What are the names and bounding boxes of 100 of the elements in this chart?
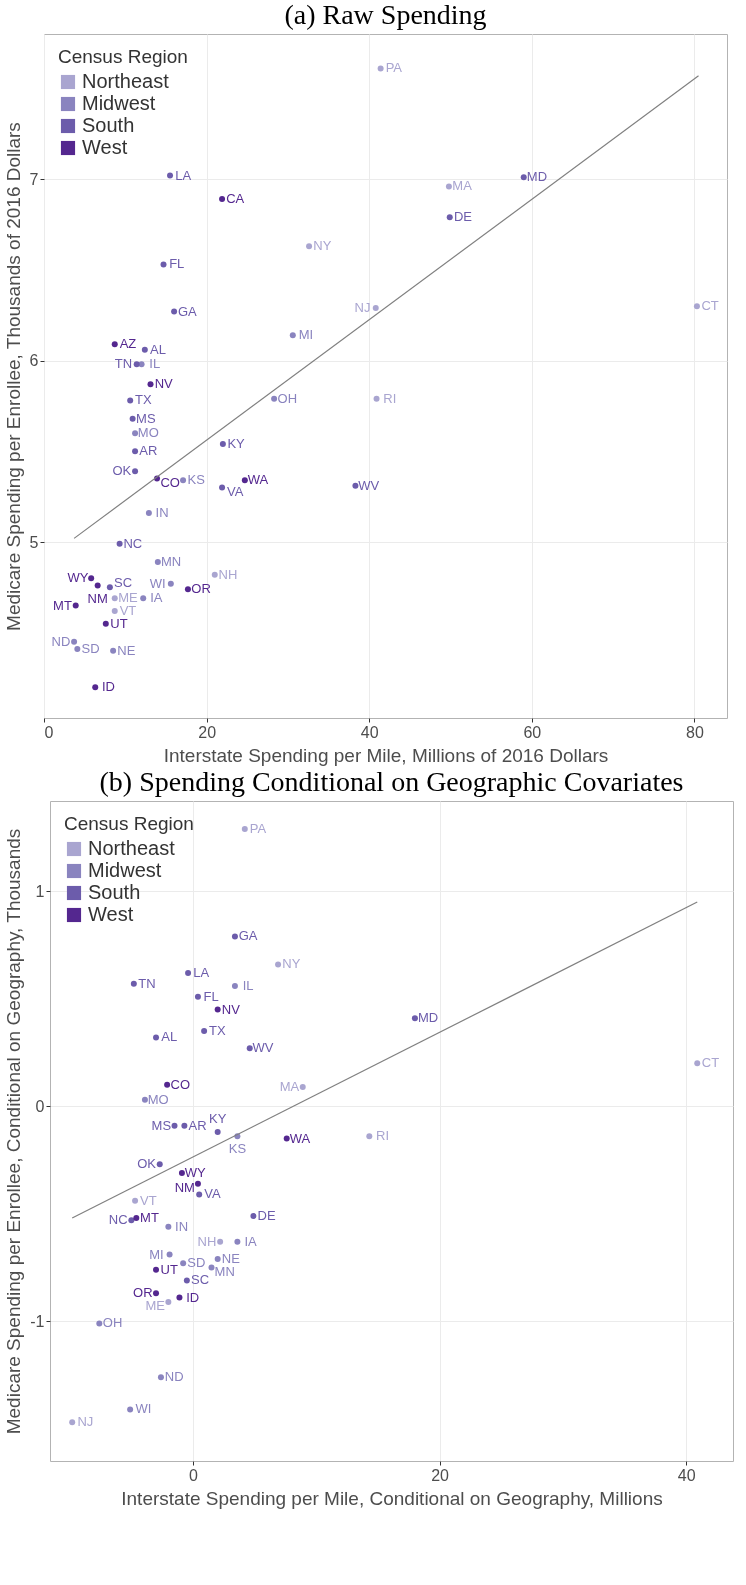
- point: [133, 361, 140, 368]
- data-label: MS: [136, 410, 156, 426]
- data-label: FL: [203, 988, 219, 1004]
- data-label: ND: [51, 633, 71, 649]
- point: [219, 196, 226, 203]
- point: [231, 982, 238, 989]
- point: [693, 303, 700, 310]
- data-label: MS: [151, 1117, 172, 1133]
- point: [289, 332, 296, 339]
- point: [283, 1135, 290, 1142]
- point: [211, 571, 218, 578]
- point: [145, 509, 152, 516]
- data-label: VA: [204, 1186, 221, 1202]
- chart-title: (a) Raw Spending: [284, 0, 487, 30]
- data-label: SC: [114, 575, 133, 591]
- point: [92, 684, 99, 691]
- data-label: NC: [123, 535, 143, 551]
- point: [140, 595, 147, 602]
- data-label: LA: [193, 964, 210, 980]
- legend-title: Census Region: [58, 46, 188, 67]
- y-axis-title: Medicare Spending per Enrollee, Conditional on Geography, Thousands: [3, 828, 25, 1435]
- point: [214, 1006, 221, 1013]
- point: [132, 468, 139, 475]
- point: [377, 65, 384, 72]
- point: [214, 1129, 221, 1136]
- point: [129, 415, 136, 422]
- point: [176, 1294, 183, 1301]
- data-label: WI: [149, 575, 166, 591]
- data-label: NC: [108, 1212, 128, 1228]
- y-axis-title: Medicare Spending per Enrollee, Thousands of 2016 Dollars: [2, 122, 24, 631]
- point: [178, 1169, 185, 1176]
- data-label: TN: [138, 975, 156, 991]
- data-label: ID: [186, 1289, 200, 1305]
- data-label: AR: [139, 443, 158, 459]
- x-tick-label: 80: [686, 723, 704, 741]
- point: [181, 1122, 188, 1129]
- data-label: NV: [154, 376, 174, 392]
- point: [411, 1015, 418, 1022]
- point: [694, 1060, 701, 1067]
- data-label: NV: [221, 1001, 241, 1017]
- data-label: ID: [101, 679, 115, 695]
- data-label: MO: [137, 425, 159, 441]
- legend-label: Northeast: [88, 837, 176, 859]
- point: [271, 395, 278, 402]
- x-tick-label: 60: [523, 723, 542, 741]
- data-label: SD: [81, 641, 100, 657]
- point: [111, 341, 118, 348]
- point: [171, 1122, 178, 1129]
- legend-label: West: [82, 136, 128, 158]
- point: [160, 261, 167, 268]
- data-label: TN: [114, 356, 133, 372]
- data-label: GA: [177, 303, 198, 319]
- y-tick-label: 1: [35, 882, 45, 900]
- data-label: MD: [526, 169, 548, 185]
- y-tick-label: 7: [29, 170, 39, 188]
- data-label: IL: [242, 977, 254, 993]
- x-axis-title: Interstate Spending per Mile, Conditional on Geography, Millions: [121, 1487, 663, 1509]
- point: [153, 1034, 160, 1041]
- data-label: AR: [188, 1117, 207, 1133]
- point: [102, 620, 109, 627]
- point: [194, 993, 201, 1000]
- x-tick-label: 20: [431, 1466, 450, 1484]
- data-label: FL: [169, 256, 185, 272]
- point: [133, 1215, 140, 1222]
- data-label: KS: [187, 472, 206, 488]
- point: [231, 933, 238, 940]
- data-label: LA: [175, 167, 192, 183]
- point: [127, 1406, 134, 1413]
- point: [241, 477, 248, 484]
- data-label: NE: [221, 1250, 241, 1266]
- x-tick-label: 40: [677, 1466, 696, 1484]
- data-label: WA: [247, 472, 269, 488]
- data-label: OK: [137, 1156, 157, 1172]
- legend-label: Midwest: [82, 92, 156, 114]
- point: [166, 1251, 173, 1258]
- data-label: MA: [279, 1078, 300, 1094]
- point: [96, 1320, 103, 1327]
- point: [111, 607, 118, 614]
- data-label: IA: [244, 1233, 258, 1249]
- data-label: WV: [252, 1040, 274, 1056]
- point: [147, 381, 154, 388]
- data-label: UT: [110, 615, 128, 631]
- point: [446, 214, 453, 221]
- point: [153, 1266, 160, 1273]
- point: [132, 1197, 139, 1204]
- point: [180, 477, 187, 484]
- point: [234, 1238, 241, 1245]
- y-tick-label: 6: [29, 352, 39, 370]
- legend-label: South: [82, 114, 135, 136]
- data-label: CT: [701, 298, 719, 314]
- point: [88, 575, 95, 582]
- data-label: NM: [87, 590, 108, 606]
- data-label: MT: [140, 1210, 159, 1226]
- data-label: TX: [135, 392, 153, 408]
- point: [111, 595, 118, 602]
- point: [156, 1161, 163, 1168]
- point: [94, 582, 101, 589]
- point: [299, 1083, 306, 1090]
- point: [116, 540, 123, 547]
- data-label: ND: [164, 1369, 184, 1385]
